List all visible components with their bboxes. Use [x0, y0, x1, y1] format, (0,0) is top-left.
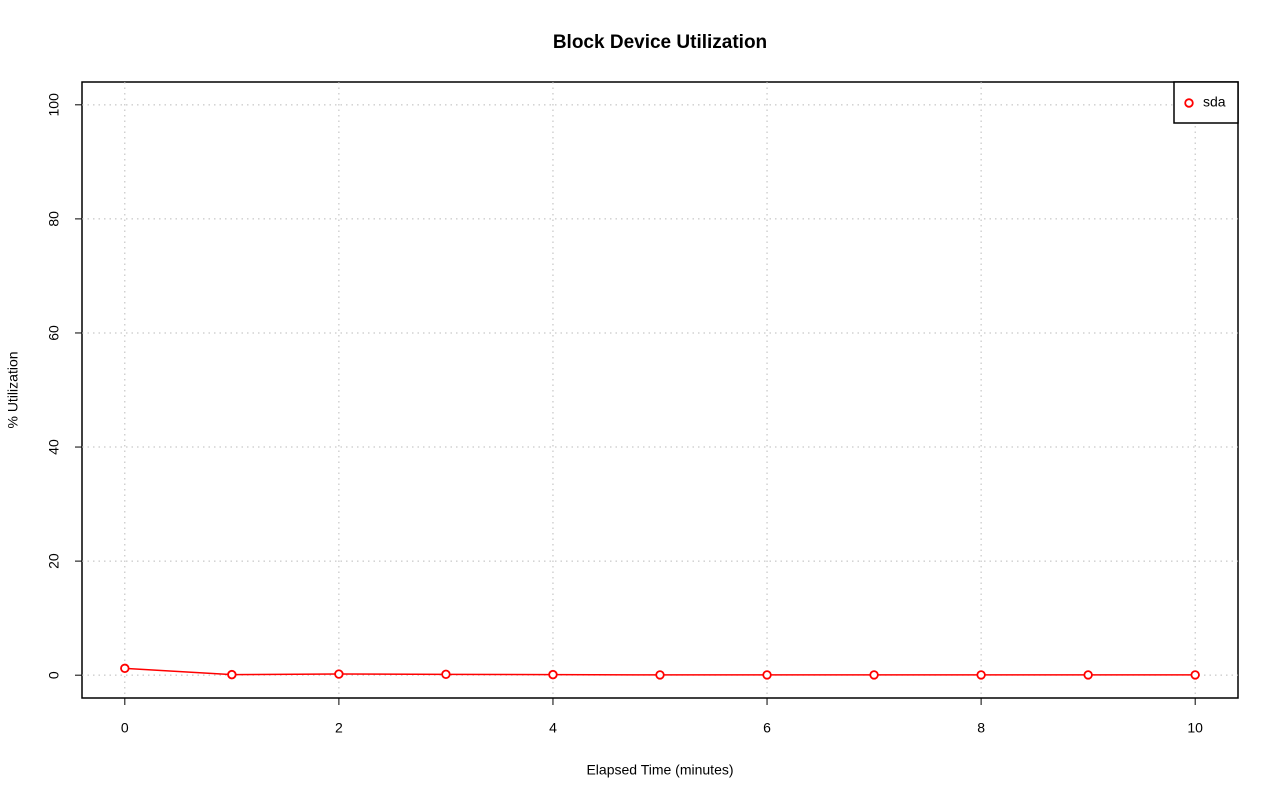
data-point	[1083, 670, 1093, 680]
y-axis-label: % Utilization	[5, 351, 21, 428]
data-point	[120, 663, 130, 674]
x-tick-label: 4	[549, 720, 557, 736]
data-point	[762, 670, 772, 680]
y-tick-label: 0	[46, 671, 62, 679]
y-tick-label: 40	[46, 439, 62, 455]
data-point	[441, 669, 451, 680]
y-tick-label: 80	[46, 211, 62, 227]
data-point	[1190, 670, 1200, 680]
x-tick-label: 6	[763, 720, 771, 736]
x-tick-label: 8	[977, 720, 985, 736]
data-point	[334, 669, 344, 679]
y-tick-label: 20	[46, 553, 62, 569]
data-point	[869, 670, 879, 680]
data-point	[548, 669, 558, 680]
data-point	[227, 669, 237, 680]
x-tick-label: 0	[121, 720, 129, 736]
legend-label: sda	[1203, 94, 1226, 110]
y-tick-label: 100	[46, 93, 62, 117]
x-tick-label: 10	[1187, 720, 1203, 736]
x-axis-label: Elapsed Time (minutes)	[586, 762, 733, 778]
legend-marker	[1184, 98, 1194, 108]
chart-title: Block Device Utilization	[553, 32, 767, 53]
data-point	[976, 670, 986, 680]
plot-frame	[81, 81, 1239, 699]
x-tick-label: 2	[335, 720, 343, 736]
data-point	[655, 670, 665, 680]
y-tick-label: 60	[46, 325, 62, 341]
